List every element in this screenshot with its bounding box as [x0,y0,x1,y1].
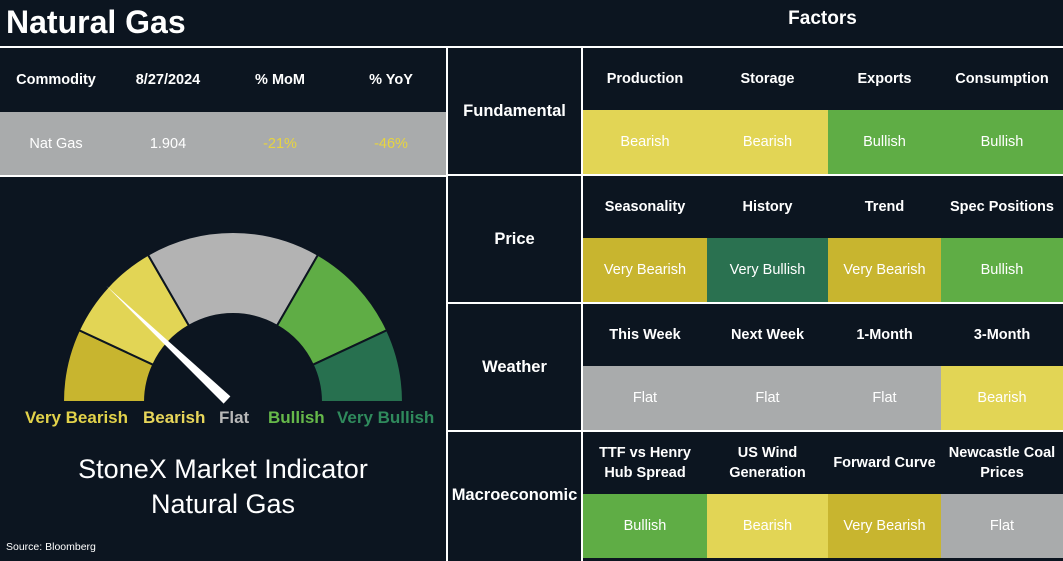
col-header-mom: % MoM [224,48,336,112]
table-row: Nat Gas 1.904 -21% -46% [0,112,446,175]
factor-label: This Week [583,304,707,366]
factor-label: History [707,176,828,238]
commodity-name: Nat Gas [0,112,112,175]
factor-label: Forward Curve [828,432,941,494]
source-note: Source: Bloomberg [6,541,96,553]
yoy-value: -46% [336,112,446,175]
factor-status-badge: Bullish [941,238,1063,302]
gauge-label-bearish: Bearish [143,408,205,428]
factor-label: Exports [828,48,941,110]
factor-status-badge: Bearish [707,494,828,558]
factor-label: 1-Month [828,304,941,366]
factor-label: US Wind Generation [707,432,828,494]
factor-label: TTF vs Henry Hub Spread [583,432,707,494]
indicator-title-line1: StoneX Market Indicator [0,452,446,487]
mom-value: -21% [224,112,336,175]
factor-status-badge: Very Bearish [828,494,941,558]
factor-status-badge: Very Bullish [707,238,828,302]
col-header-date: 8/27/2024 [112,48,224,112]
factor-category-fundamental: Fundamental [448,48,581,174]
price-value: 1.904 [112,112,224,175]
gauge-label-bullish: Bullish [268,408,325,428]
factor-label: Newcastle Coal Prices [941,432,1063,494]
gauge-label-very-bullish: Very Bullish [337,408,434,428]
page-title: Natural Gas [6,2,186,42]
factor-status-badge: Very Bearish [828,238,941,302]
factor-status-badge: Bullish [941,110,1063,174]
factor-label: Next Week [707,304,828,366]
gauge-label-flat: Flat [219,408,249,428]
factor-category-macroeconomic: Macroeconomic [448,432,581,558]
market-gauge [0,176,446,406]
factor-status-badge: Bullish [828,110,941,174]
factor-status-badge: Bullish [583,494,707,558]
factor-status-badge: Bearish [583,110,707,174]
factor-category-weather: Weather [448,304,581,430]
factor-label: Trend [828,176,941,238]
gauge-label-very-bearish: Very Bearish [25,408,128,428]
indicator-title-line2: Natural Gas [0,487,446,522]
factor-status-badge: Flat [828,366,941,430]
factor-label: Production [583,48,707,110]
factors-title: Factors [582,8,1063,30]
col-header-commodity: Commodity [0,48,112,112]
factor-label: 3-Month [941,304,1063,366]
factor-status-badge: Very Bearish [583,238,707,302]
factor-status-badge: Bearish [941,366,1063,430]
factor-label: Spec Positions [941,176,1063,238]
col-header-yoy: % YoY [336,48,446,112]
factor-category-price: Price [448,176,581,302]
factor-status-badge: Flat [941,494,1063,558]
factor-label: Seasonality [583,176,707,238]
commodity-table-header: Commodity 8/27/2024 % MoM % YoY [0,48,446,112]
factor-label: Storage [707,48,828,110]
factor-status-badge: Flat [707,366,828,430]
factor-label: Consumption [941,48,1063,110]
factor-status-badge: Bearish [707,110,828,174]
factor-status-badge: Flat [583,366,707,430]
gauge-labels: Very Bearish Bearish Flat Bullish Very B… [0,408,446,432]
